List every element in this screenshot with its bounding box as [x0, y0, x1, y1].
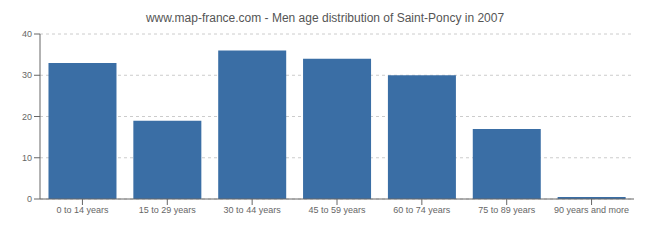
- html-text:www.map-france.com - Men age d: www.map-france.com - Men age distributio…: [145, 11, 505, 25]
- svg-text:40: 40: [22, 29, 32, 39]
- svg-text:15 to 29 years: 15 to 29 years: [139, 205, 197, 215]
- svg-text:0: 0: [27, 194, 32, 204]
- svg-text:75 to 89 years: 75 to 89 years: [478, 205, 536, 215]
- svg-text:10: 10: [22, 153, 32, 163]
- svg-text:30 to 44 years: 30 to 44 years: [224, 205, 282, 215]
- svg-text:30: 30: [22, 70, 32, 80]
- svg-text:45 to 59 years: 45 to 59 years: [308, 205, 366, 215]
- svg-text:90 years and more: 90 years and more: [554, 205, 629, 215]
- svg-text:60 to 74 years: 60 to 74 years: [393, 205, 451, 215]
- svg-text:20: 20: [22, 112, 32, 122]
- svg-text:0 to 14 years: 0 to 14 years: [56, 205, 109, 215]
